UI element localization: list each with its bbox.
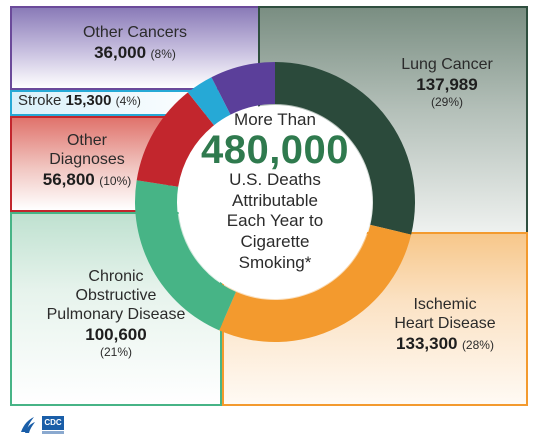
stroke-label: Stroke 15,300 (4%) bbox=[18, 92, 218, 110]
slice-ischemic-heart-disease bbox=[219, 224, 412, 343]
stroke-value: 15,300 bbox=[65, 92, 112, 109]
other-cancers-panel bbox=[10, 6, 260, 90]
slice-chronic-obstructive-pulmonary-disease bbox=[135, 180, 236, 331]
other-cancers-label: Other Cancers 36,000 (8%) bbox=[10, 24, 260, 64]
lung-cancer-pct: (29%) bbox=[430, 94, 463, 109]
slice-other-diagnoses bbox=[136, 92, 215, 187]
ihd-name-line2: Heart Disease bbox=[394, 314, 496, 332]
other-cancers-name: Other Cancers bbox=[82, 24, 188, 41]
other-diagnoses-name-line1: Other bbox=[66, 132, 107, 149]
stroke-name: Stroke bbox=[18, 92, 62, 109]
other-cancers-value: 36,000 bbox=[94, 42, 147, 62]
slice-other-cancers bbox=[211, 62, 275, 115]
center-bottom-text: U.S. Deaths Attributable Each Year to Ci… bbox=[226, 170, 324, 272]
center-top-text: More Than bbox=[234, 110, 316, 129]
footer-logos: CDC bbox=[18, 414, 78, 438]
center-number: 480,000 bbox=[200, 128, 350, 172]
copd-name-line2: Obstructive bbox=[75, 286, 157, 304]
lung-cancer-name: Lung Cancer bbox=[401, 56, 493, 73]
cdc-logo-subtext bbox=[42, 431, 64, 434]
ihd-pct: (28%) bbox=[461, 337, 494, 352]
lung-cancer-value: 137,989 bbox=[416, 74, 478, 94]
copd-label: Chronic Obstructive Pulmonary Disease 10… bbox=[10, 268, 222, 359]
copd-pct: (21%) bbox=[99, 344, 132, 359]
slice-stroke bbox=[187, 77, 231, 126]
hhs-logo-icon bbox=[21, 417, 35, 433]
other-diagnoses-name-line2: Diagnoses bbox=[49, 150, 125, 168]
copd-value: 100,600 bbox=[85, 324, 147, 344]
cdc-logo: CDC bbox=[42, 416, 64, 430]
other-diagnoses-label: Other Diagnoses 56,800 (10%) bbox=[12, 132, 162, 191]
other-diagnoses-value: 56,800 bbox=[42, 169, 95, 189]
donut-center-hole bbox=[178, 105, 372, 299]
copd-name-line3: Pulmonary Disease bbox=[46, 305, 186, 323]
copd-name-line1: Chronic bbox=[88, 268, 144, 285]
lung-cancer-label: Lung Cancer 137,989 (29%) bbox=[372, 56, 522, 109]
other-cancers-pct: (8%) bbox=[150, 46, 176, 61]
other-diagnoses-pct: (10%) bbox=[99, 173, 132, 188]
ihd-value: 133,300 bbox=[396, 333, 458, 353]
slice-lung-cancer bbox=[275, 62, 415, 235]
donut-center-text: More Than 480,000 U.S. Deaths Attributab… bbox=[180, 110, 370, 274]
stroke-pct: (4%) bbox=[115, 94, 141, 108]
ischemic-heart-disease-label: Ischemic Heart Disease 133,300 (28%) bbox=[365, 296, 525, 355]
ihd-name-line1: Ischemic bbox=[413, 296, 477, 313]
